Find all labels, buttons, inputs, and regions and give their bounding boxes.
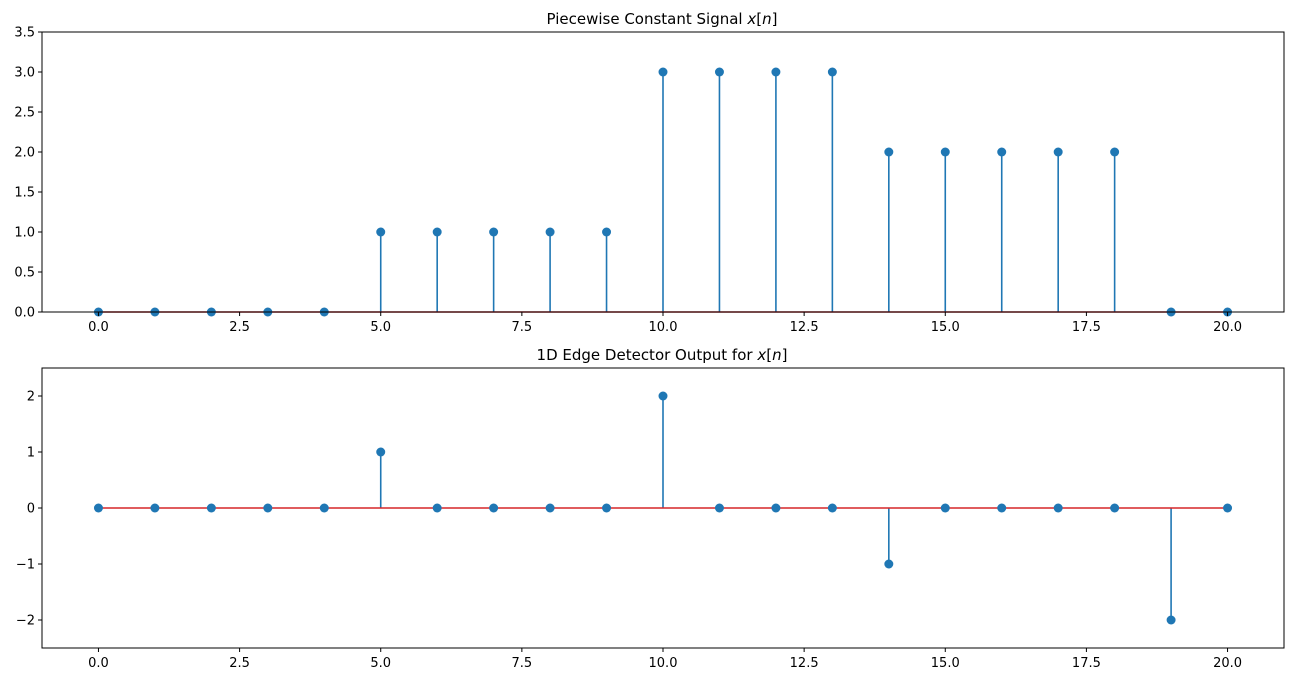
x-tick-label: 15.0: [931, 656, 960, 671]
x-tick-label: 12.5: [790, 320, 819, 335]
x-tick-label: 10.0: [649, 320, 678, 335]
chart-title: 1D Edge Detector Output for x[n]: [537, 346, 788, 364]
stem-marker: [489, 503, 499, 513]
y-tick-label: 1.0: [14, 226, 35, 241]
chart-title: Piecewise Constant Signal x[n]: [546, 10, 777, 28]
x-tick-label: 5.0: [370, 320, 391, 335]
x-tick-label: 0.0: [88, 320, 109, 335]
y-tick-label: 1: [27, 446, 35, 461]
stem-marker: [771, 503, 781, 513]
stem-marker: [545, 503, 555, 513]
y-tick-label: 0.0: [14, 306, 35, 321]
stem-marker: [1110, 503, 1120, 513]
stem-marker: [1110, 147, 1120, 157]
plot-bottom: 1D Edge Detector Output for x[n] 0.0 2.5 5…: [16, 346, 1285, 671]
stem-marker: [940, 147, 950, 157]
stem-marker: [714, 503, 724, 513]
stem-marker: [376, 227, 386, 237]
stem-marker: [1166, 615, 1176, 625]
y-tick-label: −2: [16, 614, 35, 629]
stem-marker: [884, 559, 894, 569]
stem-marker: [714, 67, 724, 77]
stem-marker: [827, 67, 837, 77]
stem-marker: [940, 503, 950, 513]
x-tick-label: 17.5: [1072, 656, 1101, 671]
y-tick-label: 3.5: [14, 26, 35, 41]
stem-marker: [771, 67, 781, 77]
stem-marker: [997, 503, 1007, 513]
y-tick-label: 2.0: [14, 146, 35, 161]
y-tick-label: 3.0: [14, 66, 35, 81]
x-tick-label: 20.0: [1213, 320, 1242, 335]
x-tick-label: 7.5: [512, 656, 533, 671]
stem-marker: [376, 447, 386, 457]
stem-marker: [997, 147, 1007, 157]
stem-marker: [545, 227, 555, 237]
x-tick-label: 0.0: [88, 656, 109, 671]
x-tick-label: 20.0: [1213, 656, 1242, 671]
y-tick-label: 0: [27, 502, 35, 517]
stem-marker: [432, 503, 442, 513]
stem-marker: [206, 503, 216, 513]
x-tick-label: 10.0: [649, 656, 678, 671]
x-tick-label: 7.5: [512, 320, 533, 335]
y-tick-label: −1: [16, 558, 35, 573]
x-tick-label: 15.0: [931, 320, 960, 335]
plot-top: Piecewise Constant Signal x[n] 0.0 2.5 5.0…: [14, 10, 1285, 335]
x-tick-label: 2.5: [229, 320, 250, 335]
x-tick-label: 17.5: [1072, 320, 1101, 335]
stem-marker: [319, 503, 329, 513]
stem-marker: [827, 503, 837, 513]
x-tick-label: 12.5: [790, 656, 819, 671]
stem-marker: [263, 503, 273, 513]
stem-marker: [1053, 147, 1063, 157]
y-tick-label: 2.5: [14, 106, 35, 121]
stem-marker: [150, 503, 160, 513]
y-tick-label: 1.5: [14, 186, 35, 201]
stem-marker: [432, 227, 442, 237]
stem-marker: [93, 503, 103, 513]
stem-marker: [884, 147, 894, 157]
stem-marker: [1223, 503, 1233, 513]
y-tick-label: 2: [27, 390, 35, 405]
stem-marker: [489, 227, 499, 237]
x-tick-label: 5.0: [370, 656, 391, 671]
stem-marker: [602, 503, 612, 513]
stem-marker: [658, 391, 668, 401]
stem-marker: [1053, 503, 1063, 513]
x-tick-label: 2.5: [229, 656, 250, 671]
stem-marker: [658, 67, 668, 77]
y-tick-label: 0.5: [14, 266, 35, 281]
stem-marker: [602, 227, 612, 237]
